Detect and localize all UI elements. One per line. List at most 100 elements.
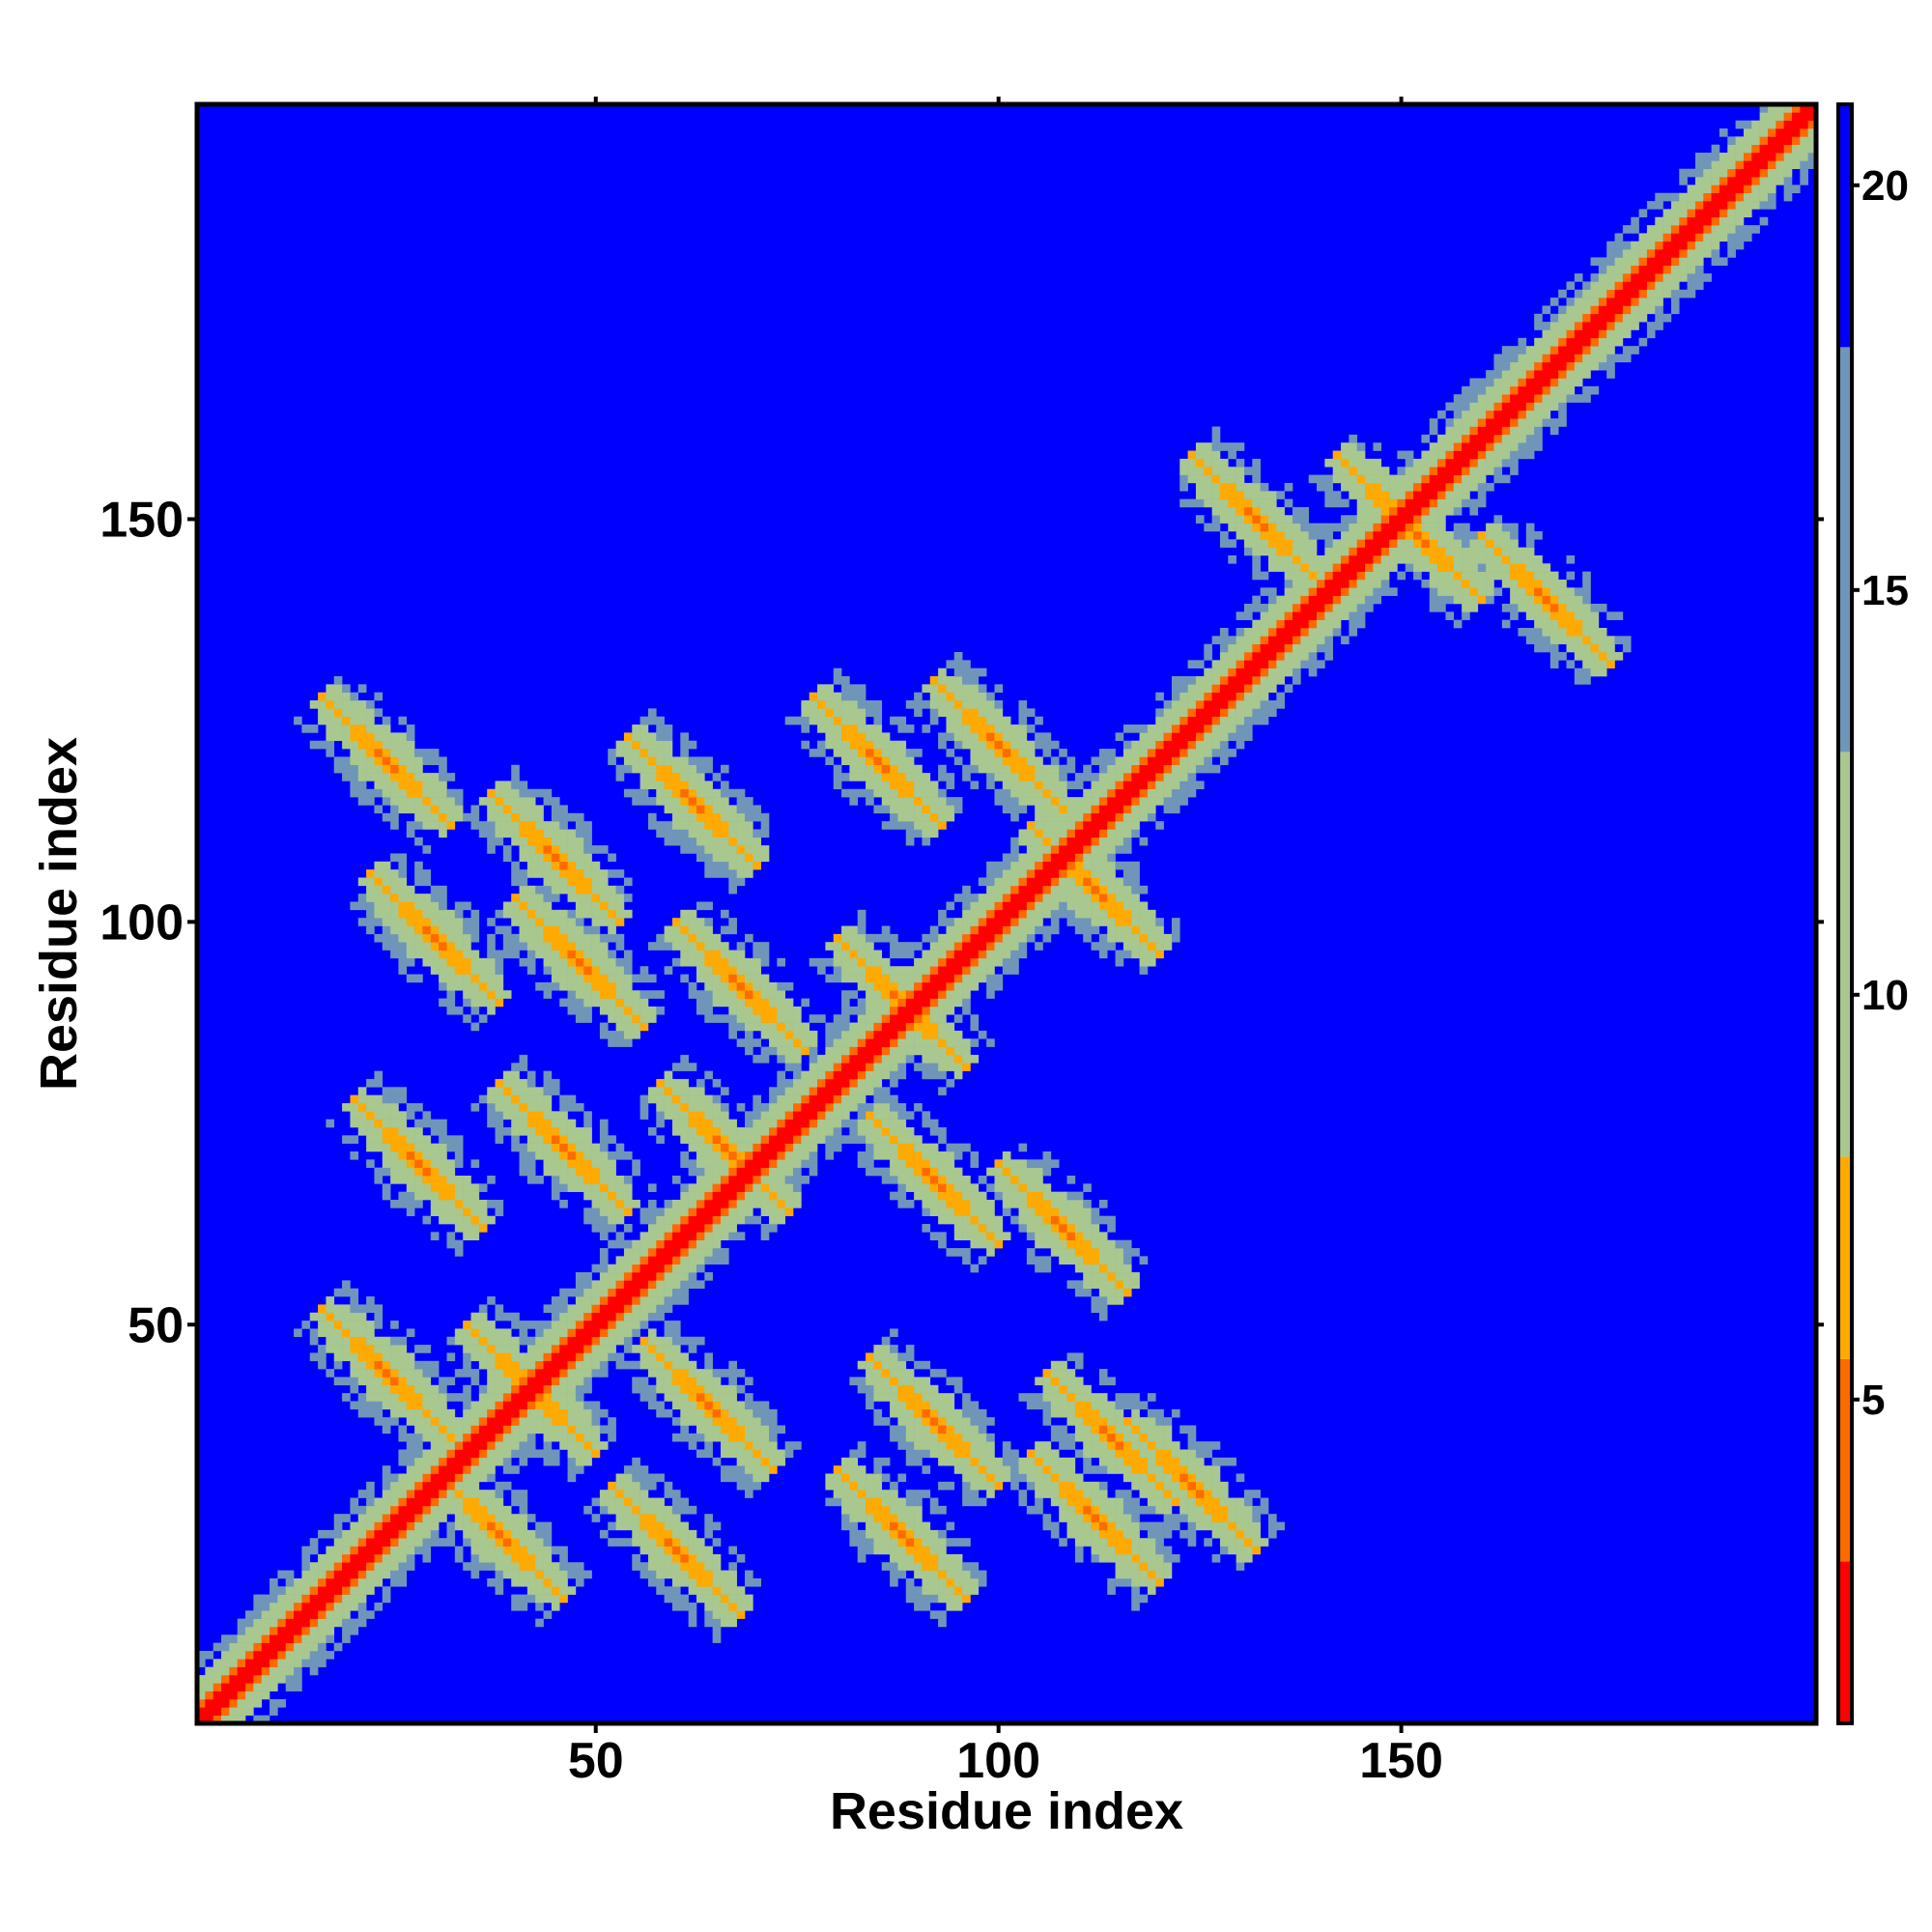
heatmap-cell xyxy=(390,1377,399,1386)
heatmap-cell xyxy=(374,1176,384,1184)
heatmap-cell xyxy=(720,1087,729,1095)
heatmap-cell xyxy=(543,894,553,902)
heatmap-cell xyxy=(511,1102,520,1112)
heatmap-cell xyxy=(294,1674,302,1684)
heatmap-cell xyxy=(599,1369,609,1378)
heatmap-cell xyxy=(398,942,408,951)
heatmap-cell xyxy=(873,1111,883,1120)
heatmap-cell xyxy=(632,749,640,757)
heatmap-cell xyxy=(986,1441,995,1450)
heatmap-cell xyxy=(463,1208,471,1216)
heatmap-cell xyxy=(736,1135,746,1144)
heatmap-cell xyxy=(583,981,592,991)
heatmap-cell xyxy=(736,1208,746,1216)
heatmap-cell xyxy=(608,869,616,878)
heatmap-cell xyxy=(382,749,391,757)
heatmap-cell xyxy=(664,788,673,798)
heatmap-cell xyxy=(591,918,601,926)
heatmap-cell xyxy=(454,1208,464,1216)
heatmap-cell xyxy=(905,1014,915,1023)
heatmap-cell xyxy=(938,1538,947,1547)
heatmap-cell xyxy=(736,1384,746,1394)
heatmap-cell xyxy=(406,1191,415,1201)
heatmap-cell xyxy=(647,990,657,999)
heatmap-cell xyxy=(615,1360,625,1370)
heatmap-cell xyxy=(1010,740,1019,750)
heatmap-cell xyxy=(680,764,689,774)
heatmap-cell xyxy=(551,1408,560,1418)
heatmap-cell xyxy=(285,1618,295,1628)
heatmap-cell xyxy=(398,901,408,911)
heatmap-cell xyxy=(333,1586,343,1595)
heatmap-cell xyxy=(938,957,947,967)
heatmap-cell xyxy=(430,918,440,926)
heatmap-cell xyxy=(680,1417,689,1426)
heatmap-cell xyxy=(294,1602,302,1611)
heatmap-cell xyxy=(615,918,625,926)
heatmap-cell xyxy=(849,1038,859,1047)
heatmap-cell xyxy=(374,1384,384,1394)
heatmap-cell xyxy=(599,901,609,911)
heatmap-cell xyxy=(197,1707,206,1716)
heatmap-cell xyxy=(366,700,375,709)
heatmap-cell xyxy=(526,1087,536,1095)
heatmap-cell xyxy=(680,1594,689,1604)
heatmap-cell xyxy=(406,1143,415,1152)
heatmap-cell xyxy=(897,1521,907,1531)
heatmap-cell xyxy=(656,1562,665,1571)
heatmap-cell xyxy=(671,1296,681,1305)
heatmap-cell xyxy=(487,1505,496,1515)
heatmap-cell xyxy=(406,909,415,919)
heatmap-cell xyxy=(599,1119,609,1128)
heatmap-cell xyxy=(817,1111,826,1120)
heatmap-cell xyxy=(680,1360,689,1370)
heatmap-cell xyxy=(905,837,915,846)
heatmap-cell xyxy=(833,966,842,975)
heatmap-cell xyxy=(261,1594,270,1604)
heatmap-cell xyxy=(922,1200,931,1208)
heatmap-cell xyxy=(430,1143,440,1152)
heatmap-cell xyxy=(454,1465,464,1474)
heatmap-cell xyxy=(502,1312,512,1321)
heatmap-cell xyxy=(615,1352,625,1362)
heatmap-cell xyxy=(897,1408,907,1418)
heatmap-cell xyxy=(357,1514,367,1522)
heatmap-cell xyxy=(567,1183,577,1192)
heatmap-cell xyxy=(720,1126,729,1136)
heatmap-cell xyxy=(704,1441,713,1450)
heatmap-cell xyxy=(639,1280,649,1290)
heatmap-cell xyxy=(366,1408,375,1418)
heatmap-cell xyxy=(825,1054,835,1064)
heatmap-cell xyxy=(736,950,746,959)
heatmap-cell xyxy=(519,1111,528,1120)
heatmap-cell xyxy=(591,1143,601,1152)
heatmap-cell xyxy=(922,933,931,943)
heatmap-cell xyxy=(342,1304,351,1314)
heatmap-cell xyxy=(866,1119,874,1128)
heatmap-cell xyxy=(688,1441,697,1450)
heatmap-cell xyxy=(728,845,737,854)
heatmap-cell xyxy=(728,1014,737,1023)
heatmap-cell xyxy=(350,1135,359,1144)
heatmap-cell xyxy=(745,1111,753,1120)
heatmap-cell xyxy=(680,1529,689,1539)
heatmap-cell xyxy=(849,1481,859,1491)
heatmap-cell xyxy=(591,1208,601,1216)
heatmap-cell xyxy=(487,1094,496,1104)
heatmap-cell xyxy=(519,1321,528,1329)
heatmap-cell xyxy=(938,1232,947,1240)
heatmap-cell xyxy=(583,901,592,911)
heatmap-cell xyxy=(914,1393,923,1402)
heatmap-cell xyxy=(478,1384,488,1394)
heatmap-cell xyxy=(753,966,761,975)
heatmap-cell xyxy=(986,749,995,757)
heatmap-cell xyxy=(277,1570,287,1579)
heatmap-cell xyxy=(374,894,384,902)
heatmap-cell xyxy=(309,1352,319,1362)
heatmap-cell xyxy=(953,1054,963,1064)
heatmap-cell xyxy=(1010,805,1019,814)
heatmap-cell xyxy=(599,1215,609,1225)
heatmap-cell xyxy=(680,1602,689,1611)
heatmap-cell xyxy=(414,1360,423,1370)
heatmap-cell xyxy=(270,1666,278,1676)
